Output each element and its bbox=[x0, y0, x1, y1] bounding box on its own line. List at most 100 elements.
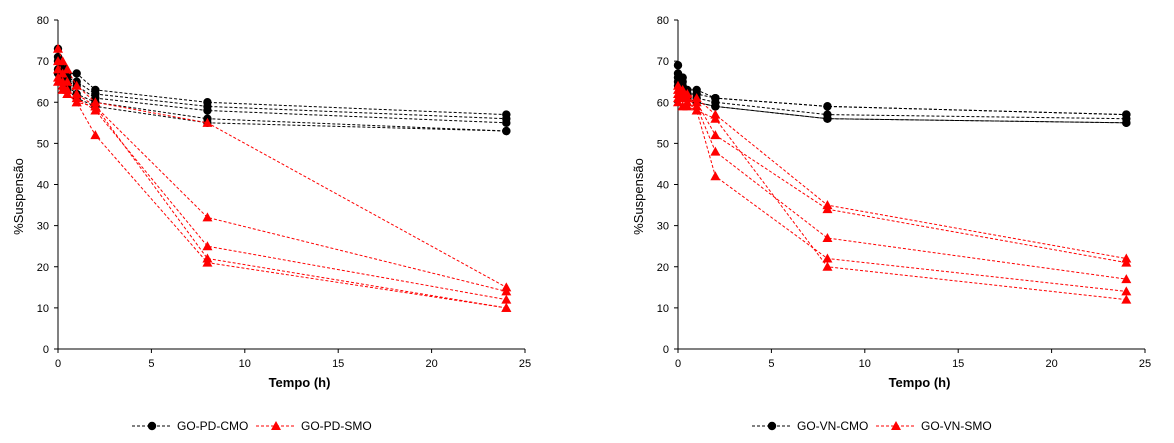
y-tick-label: 70 bbox=[657, 56, 669, 68]
data-point bbox=[682, 101, 693, 111]
y-tick-label: 50 bbox=[37, 138, 49, 150]
data-point bbox=[71, 97, 82, 107]
data-point bbox=[53, 43, 63, 53]
data-point bbox=[1122, 118, 1131, 128]
data-point bbox=[673, 61, 683, 70]
y-tick-label: 0 bbox=[663, 344, 669, 356]
y-tick-label: 40 bbox=[37, 180, 49, 192]
y-tick-label: 70 bbox=[37, 56, 49, 68]
y-tick-label: 10 bbox=[37, 303, 49, 315]
data-point bbox=[710, 113, 721, 123]
data-point bbox=[501, 294, 512, 304]
x-tick-label: 0 bbox=[675, 358, 681, 370]
data-point bbox=[203, 106, 212, 115]
data-point bbox=[710, 171, 721, 181]
data-point bbox=[53, 56, 63, 66]
legend-marker bbox=[891, 421, 901, 430]
y-tick-label: 10 bbox=[657, 303, 669, 315]
y-tick-label: 30 bbox=[37, 221, 49, 233]
y-tick-label: 80 bbox=[657, 15, 669, 27]
series-line bbox=[678, 97, 1127, 292]
series-line bbox=[57, 60, 507, 292]
x-axis-title: Tempo (h) bbox=[889, 375, 951, 390]
y-tick-label: 40 bbox=[657, 180, 669, 192]
data-point bbox=[90, 130, 101, 140]
data-point bbox=[1121, 274, 1132, 284]
legend-label: GO-VN-CMO bbox=[797, 419, 868, 433]
series-line bbox=[57, 69, 507, 301]
data-point bbox=[1121, 286, 1132, 296]
data-point bbox=[53, 64, 63, 74]
data-point bbox=[1121, 257, 1132, 267]
x-tick-label: 10 bbox=[239, 358, 251, 370]
x-tick-label: 15 bbox=[952, 358, 964, 370]
data-point bbox=[711, 102, 720, 111]
data-point bbox=[822, 232, 833, 242]
x-tick-label: 5 bbox=[768, 358, 774, 370]
series-line bbox=[677, 85, 1127, 259]
data-point bbox=[71, 80, 82, 90]
series-line bbox=[57, 73, 507, 132]
data-point bbox=[501, 286, 512, 296]
data-point bbox=[673, 97, 683, 107]
x-tick-label: 20 bbox=[1045, 358, 1057, 370]
chart-right: 0 10 20 30 40 50 60 70 80 0 5 10 15 20 25 Tempo (h) %Sus… bbox=[631, 15, 1151, 433]
data-point bbox=[823, 102, 832, 111]
data-point bbox=[822, 261, 833, 271]
data-point bbox=[57, 84, 68, 94]
series-line bbox=[677, 81, 1127, 124]
series-line bbox=[57, 81, 507, 309]
y-axis-title: %Suspensão bbox=[631, 158, 646, 235]
y-tick-label: 60 bbox=[657, 97, 669, 109]
y-tick-label: 80 bbox=[37, 15, 49, 27]
data-point bbox=[502, 118, 511, 128]
data-point bbox=[710, 146, 721, 156]
series-line bbox=[677, 73, 1127, 116]
data-point bbox=[202, 212, 213, 222]
chart-panel-left: 0 10 20 30 40 50 60 70 80 0 5 10 15 20 25 Tempo (h) %Sus… bbox=[0, 0, 554, 443]
legend-label: GO-PD-SMO bbox=[301, 419, 372, 433]
y-tick-label: 50 bbox=[657, 138, 669, 150]
series-line bbox=[57, 48, 507, 288]
legend-label: GO-PD-CMO bbox=[177, 419, 248, 433]
data-point bbox=[62, 64, 73, 74]
data-point bbox=[202, 117, 213, 127]
data-point bbox=[202, 241, 213, 251]
data-point bbox=[823, 114, 832, 123]
y-tick-label: 60 bbox=[37, 97, 49, 109]
series-line bbox=[57, 56, 507, 120]
y-tick-label: 20 bbox=[37, 262, 49, 274]
legend-marker bbox=[271, 421, 281, 430]
legend-marker bbox=[767, 421, 777, 431]
y-tick-label: 0 bbox=[43, 344, 49, 356]
data-point bbox=[501, 302, 512, 312]
series-line bbox=[57, 48, 507, 116]
data-point bbox=[202, 257, 213, 267]
series-line bbox=[677, 65, 1127, 116]
data-point bbox=[822, 253, 833, 263]
data-point bbox=[53, 76, 63, 86]
series-line bbox=[57, 60, 507, 124]
data-point bbox=[90, 101, 101, 111]
x-tick-label: 0 bbox=[55, 358, 61, 370]
x-tick-label: 25 bbox=[519, 358, 531, 370]
data-point bbox=[72, 69, 81, 78]
chart-left: 0 10 20 30 40 50 60 70 80 0 5 10 15 20 25 Tempo (h) %Sus… bbox=[11, 15, 531, 433]
x-tick-label: 20 bbox=[425, 358, 437, 370]
x-tick-label: 25 bbox=[1139, 358, 1151, 370]
x-tick-label: 15 bbox=[332, 358, 344, 370]
data-point bbox=[502, 126, 511, 136]
legend-label: GO-VN-SMO bbox=[921, 419, 992, 433]
x-axis-title: Tempo (h) bbox=[269, 375, 331, 390]
legend-marker bbox=[147, 421, 157, 431]
data-point bbox=[691, 105, 702, 115]
y-tick-label: 20 bbox=[657, 262, 669, 274]
y-axis-title: %Suspensão bbox=[11, 158, 26, 235]
chart-panel-right: 0 10 20 30 40 50 60 70 80 0 5 10 15 20 25 Tempo (h) %Sus… bbox=[620, 0, 1174, 443]
data-point bbox=[710, 130, 721, 140]
series-line bbox=[57, 69, 507, 132]
x-tick-label: 5 bbox=[148, 358, 154, 370]
y-tick-label: 30 bbox=[657, 221, 669, 233]
data-point bbox=[1121, 294, 1132, 304]
series-line bbox=[677, 85, 1127, 124]
